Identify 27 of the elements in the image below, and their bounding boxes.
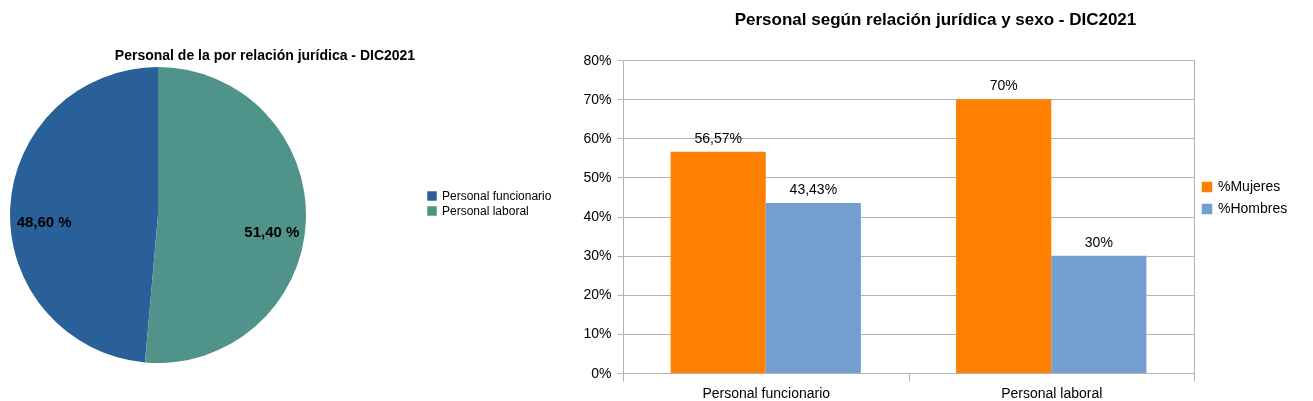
data-label: 56,57% xyxy=(694,129,742,146)
data-label: 30% xyxy=(1084,233,1113,250)
y-tick-label: 20% xyxy=(583,286,612,303)
y-tick-label: 40% xyxy=(583,208,612,224)
pie-slice xyxy=(10,67,158,363)
data-label: 48,60 % xyxy=(16,212,72,230)
y-tick-label: 10% xyxy=(583,325,612,342)
chart-title: Personal de la por relación jurídica - DIC2021 xyxy=(114,47,416,63)
y-tick-label: 70% xyxy=(583,90,612,107)
y-tick-label: 80% xyxy=(583,51,612,68)
chart-title: Personal según relación jurídica y sexo - DIC2021 xyxy=(734,10,1137,29)
y-tick-label: 30% xyxy=(583,247,612,264)
y-tick-label: 50% xyxy=(583,168,612,185)
data-label: 70% xyxy=(989,77,1018,94)
y-tick-label: 60% xyxy=(583,129,612,146)
bar xyxy=(956,99,1052,373)
bar xyxy=(670,151,766,373)
data-label: 51,40 % xyxy=(244,223,300,241)
data-label: 43,43% xyxy=(789,181,838,198)
legend-label: %Mujeres xyxy=(1218,178,1281,194)
legend-label: Personal laboral xyxy=(442,204,529,218)
bar xyxy=(765,203,861,373)
y-tick-label: 0% xyxy=(591,364,612,381)
bar xyxy=(1051,255,1147,373)
pie-slice xyxy=(145,67,306,363)
legend-label: %Hombres xyxy=(1218,200,1288,216)
legend-label: Personal funcionario xyxy=(442,189,552,203)
